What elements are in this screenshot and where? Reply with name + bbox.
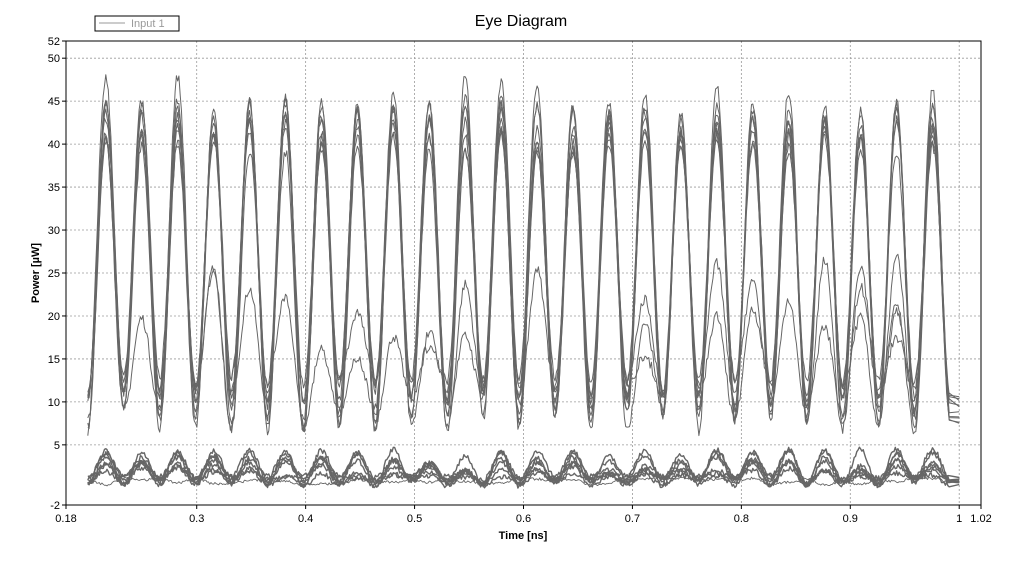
y-tick-label: 50 <box>48 53 60 65</box>
eye-trace <box>87 94 960 434</box>
x-tick-label: 0.8 <box>734 513 749 525</box>
y-tick-label: -2 <box>50 500 60 512</box>
y-tick-label: 5 <box>54 440 60 452</box>
eye-trace <box>87 75 960 435</box>
x-ticks: 0.18 0.3 0.4 0.5 0.6 0.7 0.8 0.9 1 1.02 <box>55 505 992 525</box>
x-tick-label: 0.6 <box>516 513 531 525</box>
y-tick-label: 30 <box>48 225 60 237</box>
x-tick-label: 0.4 <box>298 513 313 525</box>
low-trace <box>87 447 960 489</box>
y-tick-label: 20 <box>48 311 60 323</box>
eye-trace <box>87 78 960 437</box>
baseline-trace <box>87 476 960 487</box>
y-tick-label: 40 <box>48 139 60 151</box>
y-tick-label: 52 <box>48 36 60 48</box>
y-tick-label: 10 <box>48 397 60 409</box>
x-tick-label: 1.02 <box>970 513 991 525</box>
x-tick-label: 0.18 <box>55 513 76 525</box>
x-tick-label: 0.9 <box>843 513 858 525</box>
x-tick-label: 0.5 <box>407 513 422 525</box>
y-tick-label: 35 <box>48 182 60 194</box>
x-axis-label: Time [ns] <box>499 530 548 542</box>
y-ticks: -2 5 10 15 20 25 30 35 40 45 50 52 <box>48 36 66 512</box>
legend: Input 1 <box>94 15 180 32</box>
y-axis-label: Power [µW] <box>30 243 42 303</box>
x-tick-label: 0.7 <box>625 513 640 525</box>
y-tick-label: 45 <box>48 96 60 108</box>
y-tick-label: 15 <box>48 354 60 366</box>
legend-label: Input 1 <box>131 18 165 30</box>
x-tick-label: 0.3 <box>189 513 204 525</box>
x-tick-label: 1 <box>956 513 962 525</box>
legend-box <box>94 15 180 32</box>
chart-title: Eye Diagram <box>475 13 567 30</box>
low-trace <box>87 446 960 489</box>
low-trace <box>87 446 960 489</box>
y-tick-label: 25 <box>48 268 60 280</box>
eye-trace <box>87 86 960 432</box>
signal-traces <box>87 74 960 489</box>
eye-trace <box>87 100 960 433</box>
eye-trace <box>87 105 960 428</box>
